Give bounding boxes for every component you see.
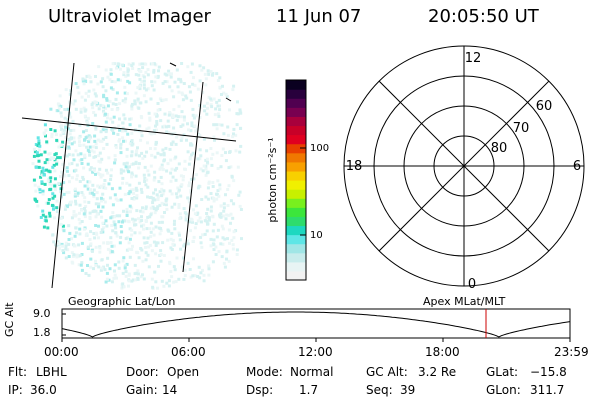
timeline-axis-label: GC Alt bbox=[3, 302, 16, 337]
status-seq-value: 39 bbox=[400, 383, 416, 397]
status-door-key: Door: bbox=[126, 365, 159, 379]
timeline-xtick-label: 18:00 bbox=[425, 345, 460, 359]
colorbar-swatch bbox=[286, 125, 306, 136]
colorbar-swatch bbox=[286, 270, 306, 281]
geo-latitude-line bbox=[21, 117, 237, 142]
colorbar-swatch bbox=[286, 107, 306, 117]
altitude-curve bbox=[61, 311, 571, 338]
colorbar-swatch bbox=[286, 180, 306, 190]
colorbar-tick-label-100: 100 bbox=[310, 143, 329, 154]
timeline-ytick-label-top: 9.0 bbox=[33, 307, 51, 320]
geo-longitude-line-west bbox=[51, 62, 75, 289]
status-dsp-value: 1.7 bbox=[299, 383, 319, 397]
timeline-left-caption: Geographic Lat/Lon bbox=[68, 295, 176, 308]
instrument-title: Ultraviolet Imager bbox=[48, 6, 211, 27]
colorbar-swatch bbox=[286, 207, 306, 217]
colorbar-swatches bbox=[286, 80, 306, 281]
status-ip-value: 36.0 bbox=[30, 383, 57, 397]
polar-label-6: 6 bbox=[573, 159, 581, 174]
colorbar-tick-label-10: 10 bbox=[310, 230, 323, 241]
timeline-xtick-label: 06:00 bbox=[171, 345, 206, 359]
colorbar-frame bbox=[285, 79, 307, 281]
status-mode-value: Normal bbox=[290, 365, 334, 379]
polar-label-60: 60 bbox=[536, 99, 553, 114]
status-glat-key: GLat: bbox=[486, 365, 519, 379]
colorbar-swatch bbox=[286, 198, 306, 208]
geo-longitude-line-east bbox=[182, 81, 204, 273]
colorbar-swatch bbox=[286, 170, 306, 181]
aurora-emission-speckles bbox=[31, 62, 243, 290]
colorbar-swatch bbox=[286, 225, 306, 236]
colorbar-swatch bbox=[286, 80, 306, 90]
polar-label-18: 18 bbox=[346, 159, 363, 174]
polar-label-80: 80 bbox=[491, 141, 508, 156]
timeline-xtick-label: 12:00 bbox=[298, 345, 333, 359]
status-flt-key: Flt: bbox=[8, 365, 27, 379]
timeline-frame bbox=[61, 308, 571, 339]
colorbar-swatch bbox=[286, 98, 306, 108]
status-mode-key: Mode: bbox=[246, 365, 283, 379]
status-glat-value: −15.8 bbox=[530, 365, 567, 379]
colorbar-swatch bbox=[286, 134, 306, 145]
polar-plot: 12 60 70 80 18 6 0 bbox=[343, 45, 585, 292]
polar-label-70: 70 bbox=[513, 121, 530, 136]
timeline-xtick-label: 23:59 bbox=[554, 345, 589, 359]
status-seq-key: Seq: bbox=[366, 383, 393, 397]
timeline-ytick-label-bottom: 1.8 bbox=[33, 326, 51, 339]
colorbar-swatch bbox=[286, 89, 306, 99]
aurora-image bbox=[21, 62, 243, 290]
colorbar-swatch bbox=[286, 243, 306, 254]
polar-label-0: 0 bbox=[468, 277, 476, 292]
polar-label-12: 12 bbox=[465, 51, 482, 66]
colorbar-swatch bbox=[286, 116, 306, 127]
altitude-timeline bbox=[61, 308, 571, 342]
geo-grid-fragment bbox=[225, 97, 232, 102]
date-label: 11 Jun 07 bbox=[276, 6, 362, 27]
colorbar-swatch bbox=[286, 161, 306, 172]
colorbar-swatch bbox=[286, 189, 306, 199]
colorbar-swatch bbox=[286, 261, 306, 272]
status-gain-value: 14 bbox=[162, 383, 178, 397]
status-gain-key: Gain: bbox=[126, 383, 158, 397]
colorbar-swatch bbox=[286, 252, 306, 263]
status-ip-key: IP: bbox=[8, 383, 23, 397]
colorbar-swatch bbox=[286, 216, 306, 227]
status-glon-key: GLon: bbox=[486, 383, 521, 397]
colorbar-swatch bbox=[286, 152, 306, 163]
time-label: 20:05:50 UT bbox=[428, 6, 539, 27]
geo-grid-fragment bbox=[169, 62, 177, 67]
colorbar-unit-label: photon cm⁻²s⁻¹ bbox=[266, 137, 279, 222]
polar-diagonal-2 bbox=[378, 80, 550, 252]
status-glon-value: 311.7 bbox=[530, 383, 565, 397]
status-door-value: Open bbox=[167, 365, 200, 379]
colorbar-swatch bbox=[286, 234, 306, 245]
status-gcalt-value: 3.2 Re bbox=[418, 365, 457, 379]
timeline-xtick-label: 00:00 bbox=[44, 345, 79, 359]
timeline-right-caption: Apex MLat/MLT bbox=[423, 295, 506, 308]
colorbar-swatch bbox=[286, 143, 306, 154]
status-flt-value: LBHL bbox=[36, 365, 67, 379]
colorbar: 100 10 photon cm⁻²s⁻¹ bbox=[266, 79, 329, 281]
status-gcalt-key: GC Alt: bbox=[366, 365, 408, 379]
status-dsp-key: Dsp: bbox=[246, 383, 274, 397]
